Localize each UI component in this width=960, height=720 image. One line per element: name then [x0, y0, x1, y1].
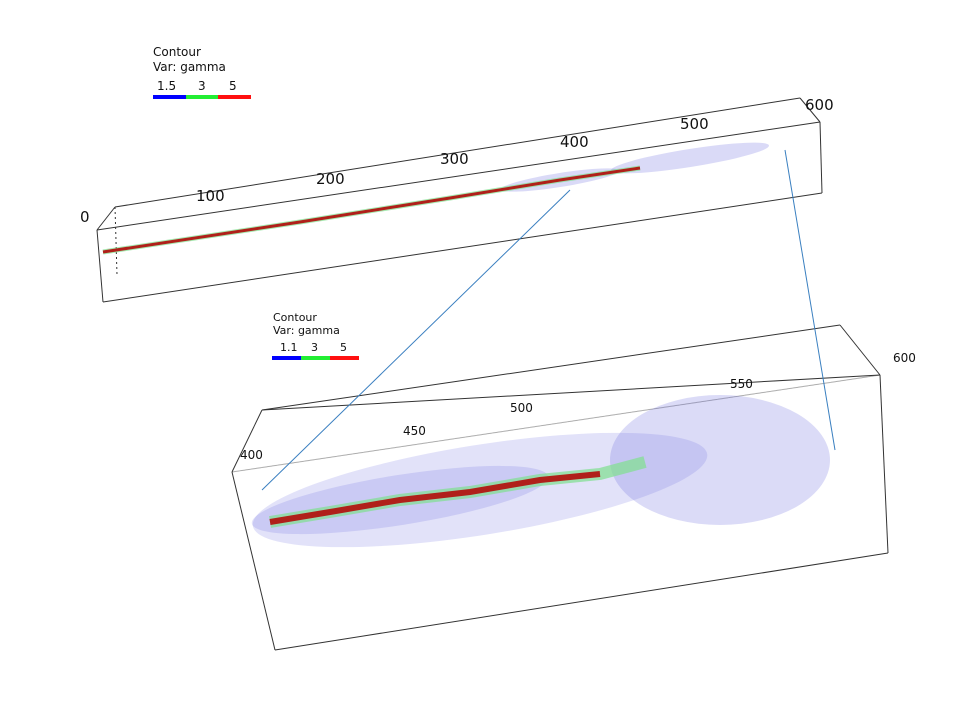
- axis-tick-label: 300: [440, 150, 469, 168]
- axis-tick-label: 600: [805, 96, 834, 114]
- legend-title: Contour: [153, 45, 201, 59]
- zoom-line: [784, 149, 836, 451]
- axis-tick-label: 600: [893, 351, 916, 365]
- axis-tick-label: 100: [196, 187, 225, 205]
- legend-label: 5: [340, 341, 347, 354]
- axis-tick-label: 450: [403, 424, 426, 438]
- legend-label: 3: [311, 341, 318, 354]
- axis-tick-label: 400: [240, 448, 263, 462]
- top-box: [96, 97, 823, 303]
- legend-label: 1.5: [157, 79, 176, 93]
- axis-tick-label: 550: [730, 377, 753, 391]
- zoom-line: [261, 189, 571, 491]
- legend-label: 3: [198, 79, 206, 93]
- axis-tick-label: 500: [510, 401, 533, 415]
- axis-tick-label: 200: [316, 170, 345, 188]
- bottom-filament: [251, 395, 830, 548]
- axis-tick-label: 0: [80, 208, 90, 226]
- axis-tick-label: 400: [560, 133, 589, 151]
- legend-variable: Var: gamma: [273, 324, 340, 337]
- legend-title: Contour: [273, 311, 317, 324]
- axis-tick-label: 500: [680, 115, 709, 133]
- legend-label: 1.1: [280, 341, 298, 354]
- legend-label: 5: [229, 79, 237, 93]
- legend-bar: [153, 95, 359, 360]
- bottom-box: [231, 324, 889, 651]
- top-filament: [102, 142, 770, 255]
- legend-variable: Var: gamma: [153, 60, 226, 74]
